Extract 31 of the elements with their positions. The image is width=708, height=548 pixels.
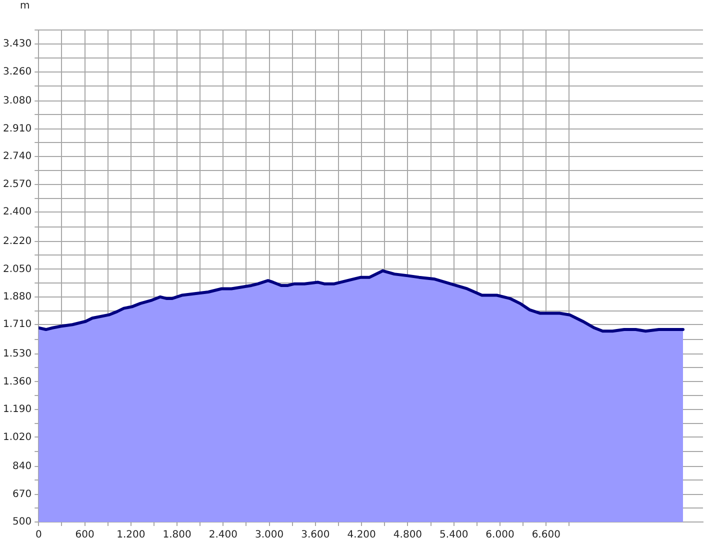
- y-tick-label: 2.400: [2, 206, 32, 218]
- x-tick-label: 600: [75, 530, 94, 541]
- y-tick-label: 3.080: [2, 96, 32, 107]
- y-tick-label: 3.430: [2, 38, 32, 50]
- y-tick-label: 2.910: [2, 123, 32, 134]
- y-tick-label: 1.710: [2, 319, 32, 330]
- y-tick-label: 2.740: [2, 151, 32, 162]
- x-tick-label: 0: [35, 530, 42, 541]
- x-tick-label: 3.600: [301, 530, 330, 541]
- x-tick-label: 4.800: [393, 530, 422, 541]
- y-tick-label: 1.360: [2, 376, 32, 388]
- y-tick-label: 500: [12, 516, 32, 528]
- x-tick-label: 4.200: [347, 530, 376, 541]
- x-tick-label: 3.000: [254, 530, 284, 541]
- y-tick-label: 840: [12, 461, 32, 472]
- y-tick-label: 2.570: [2, 178, 32, 190]
- x-tick-label: 6.000: [486, 530, 514, 541]
- y-tick-label: 1.880: [2, 291, 32, 302]
- y-tick-label: 1.020: [2, 432, 32, 443]
- y-tick-label: 2.220: [2, 236, 32, 248]
- y-tick-label: 3.260: [2, 66, 32, 78]
- x-tick-label: 6.600: [532, 530, 560, 541]
- y-tick-label: 2.050: [2, 264, 32, 275]
- x-tick-label: 1.200: [116, 530, 146, 541]
- y-tick-label: 1.190: [2, 404, 32, 416]
- x-tick-label: 5.400: [440, 530, 468, 541]
- y-tick-label: 1.530: [2, 348, 32, 360]
- y-tick-label: 670: [12, 488, 32, 500]
- x-tick-label: 1.800: [162, 530, 192, 541]
- y-axis-title: m: [20, 0, 30, 12]
- x-tick-label: 2.400: [208, 530, 238, 541]
